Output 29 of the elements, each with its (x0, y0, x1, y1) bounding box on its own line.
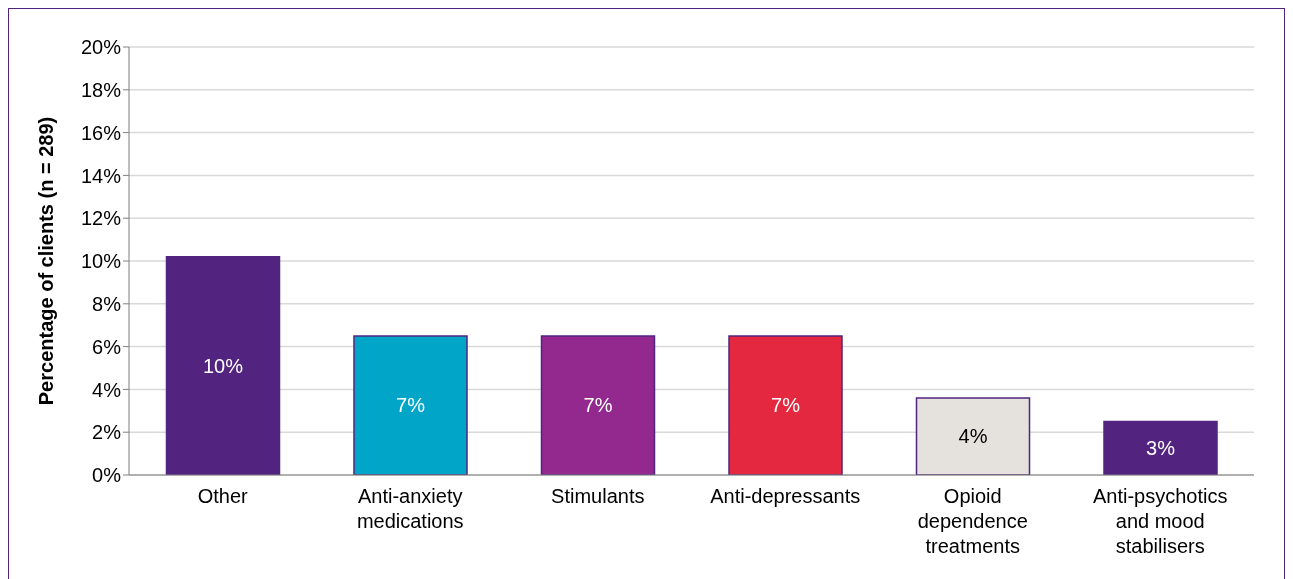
data-label: 7% (583, 394, 613, 417)
data-label: 3% (1146, 437, 1176, 460)
bar (728, 335, 843, 475)
y-tick-label: 10% (80, 250, 122, 273)
x-tick-label: Anti-depressants (710, 485, 861, 507)
y-tick-label: 4% (92, 378, 122, 401)
y-axis-title: Percentage of clients (n = 289) (35, 116, 58, 406)
x-tick-label: Anti-anxiety medications (356, 485, 464, 532)
y-tick-label: 16% (80, 121, 122, 144)
data-label: 7% (771, 394, 801, 417)
x-tick-label: Stimulants (551, 485, 645, 507)
y-tick-label: 20% (80, 36, 122, 59)
y-tick-label: 8% (92, 292, 122, 315)
data-label: 10% (202, 354, 244, 377)
x-tick-label: Other (197, 485, 249, 507)
data-label: 4% (958, 425, 988, 448)
x-tick-label: Opioid dependence treatments (917, 485, 1028, 557)
data-label: 7% (396, 394, 426, 417)
y-tick-label: 0% (92, 464, 122, 487)
y-tick-label: 2% (92, 421, 122, 444)
y-tick-label: 12% (80, 207, 122, 230)
y-tick-label: 6% (92, 335, 122, 358)
x-tick-label: Anti-psychotics and mood stabilisers (1093, 485, 1228, 557)
y-tick-label: 18% (80, 78, 122, 101)
bar (1103, 420, 1218, 475)
bar (353, 335, 468, 475)
bar (165, 255, 281, 475)
y-tick-label: 14% (80, 164, 122, 187)
bar (540, 335, 656, 475)
